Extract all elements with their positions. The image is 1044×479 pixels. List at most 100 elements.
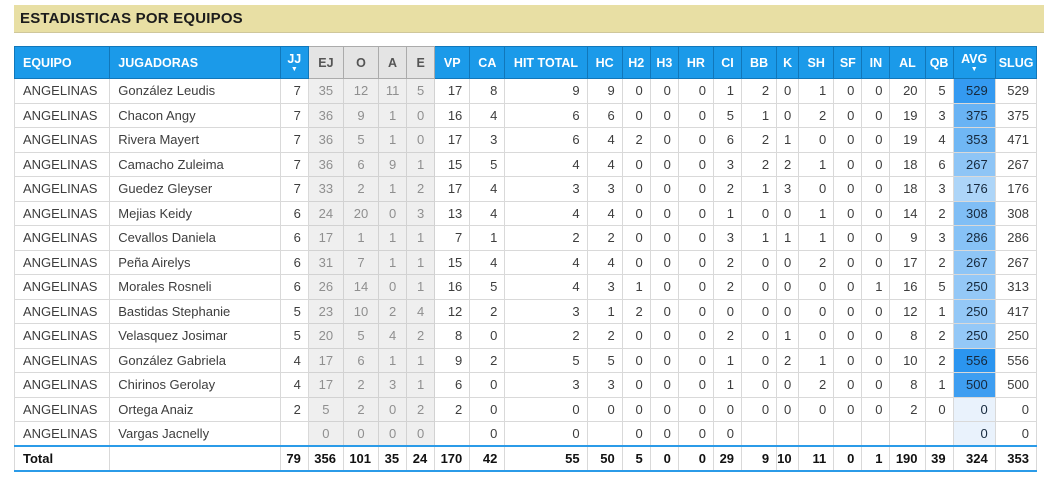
cell-sh: 0 [798, 274, 835, 300]
column-header-bb[interactable]: BB [741, 46, 778, 79]
total-jj: 79 [279, 445, 309, 471]
cell-avg: 250 [952, 323, 996, 349]
cell-vp: 16 [434, 274, 471, 300]
cell-avg: 500 [952, 372, 996, 398]
cell-a: 2 [378, 298, 408, 324]
cell-bb: 1 [741, 102, 778, 128]
cell-jj: 6 [279, 200, 309, 226]
cell-sf: 0 [833, 200, 863, 226]
total-hit-total: 55 [504, 445, 588, 471]
cell-sf: 0 [833, 274, 863, 300]
total-slug: 353 [994, 445, 1038, 471]
column-header-o[interactable]: O [342, 46, 380, 79]
column-header-ci[interactable]: CI [712, 46, 743, 79]
cell-hit-total: 2 [504, 225, 588, 251]
cell-ej: 17 [307, 347, 344, 373]
cell-ej: 36 [307, 151, 344, 177]
column-label: EJ [318, 55, 334, 70]
cell-ej: 20 [307, 323, 344, 349]
cell-bb: 0 [741, 396, 778, 422]
cell-a: 1 [378, 127, 408, 153]
cell-sh: 1 [798, 78, 835, 104]
cell-avg: 250 [952, 274, 996, 300]
cell-qb: 5 [924, 78, 954, 104]
cell-a: 1 [378, 347, 408, 373]
cell-qb: 2 [924, 200, 954, 226]
cell-jj: 5 [279, 323, 309, 349]
column-header-equipo[interactable]: EQUIPO [13, 46, 111, 79]
column-header-jj[interactable]: JJ ▼ [279, 46, 309, 79]
column-header-sh[interactable]: SH [798, 46, 835, 79]
cell-vp: 2 [434, 396, 471, 422]
cell-equipo: ANGELINAS [13, 347, 111, 373]
column-label: JUGADORAS [118, 55, 199, 70]
cell-jj: 2 [279, 396, 309, 422]
cell-ca: 8 [469, 78, 506, 104]
cell-o: 7 [342, 249, 380, 275]
column-header-hc[interactable]: HC [586, 46, 623, 79]
cell-jj: 5 [279, 298, 309, 324]
cell-hr: 0 [677, 298, 714, 324]
total-avg: 324 [952, 445, 996, 471]
column-label: O [356, 55, 366, 70]
cell-e: 4 [406, 298, 436, 324]
cell-in: 0 [861, 372, 891, 398]
cell-ej: 17 [307, 225, 344, 251]
column-header-avg[interactable]: AVG ▼ [952, 46, 996, 79]
cell-sh: 0 [798, 396, 835, 422]
column-header-hr[interactable]: HR [677, 46, 714, 79]
player-row: ANGELINAS Chacon Angy 7 36 9 1 0 16 4 6 6 0 0 0 5 1 0 2 0 0… [13, 102, 1038, 128]
cell-hit-total: 9 [504, 78, 588, 104]
column-header-in[interactable]: IN [861, 46, 891, 79]
cell-h3: 0 [649, 127, 679, 153]
column-header-ej[interactable]: EJ [307, 46, 344, 79]
column-header-slug[interactable]: SLUG [994, 46, 1038, 79]
cell-ca: 0 [469, 396, 506, 422]
cell-h3: 0 [649, 323, 679, 349]
cell-h3: 0 [649, 102, 679, 128]
cell-o: 6 [342, 347, 380, 373]
column-header-al[interactable]: AL [889, 46, 926, 79]
cell-sh [798, 421, 835, 447]
column-header-h2[interactable]: H2 [621, 46, 651, 79]
cell-hr: 0 [677, 421, 714, 447]
column-header-a[interactable]: A [378, 46, 408, 79]
cell-sf: 0 [833, 151, 863, 177]
cell-in: 0 [861, 323, 891, 349]
column-header-k[interactable]: K [776, 46, 800, 79]
column-header-e[interactable]: E [406, 46, 436, 79]
cell-o: 0 [342, 421, 380, 447]
cell-a: 9 [378, 151, 408, 177]
column-header-h3[interactable]: H3 [649, 46, 679, 79]
column-header-hit-total[interactable]: HIT TOTAL [504, 46, 588, 79]
cell-bb: 0 [741, 298, 778, 324]
cell-vp: 12 [434, 298, 471, 324]
column-header-ca[interactable]: CA [469, 46, 506, 79]
cell-al: 19 [889, 127, 926, 153]
total-o: 101 [342, 445, 380, 471]
cell-hit-total: 4 [504, 274, 588, 300]
total-k: 10 [776, 445, 800, 471]
column-header-jugadoras[interactable]: JUGADORAS [109, 46, 281, 79]
cell-a: 1 [378, 176, 408, 202]
cell-sh: 1 [798, 151, 835, 177]
cell-e: 1 [406, 249, 436, 275]
column-header-qb[interactable]: QB [924, 46, 954, 79]
cell-equipo: ANGELINAS [13, 176, 111, 202]
cell-jugadora: Morales Rosneli [109, 274, 281, 300]
cell-ej: 23 [307, 298, 344, 324]
cell-vp: 16 [434, 102, 471, 128]
cell-h3: 0 [649, 78, 679, 104]
player-row: ANGELINAS Bastidas Stephanie 5 23 10 2 4 12 2 3 1 2… [13, 298, 1038, 324]
cell-ca: 0 [469, 323, 506, 349]
cell-qb: 3 [924, 176, 954, 202]
total-ci: 29 [712, 445, 743, 471]
cell-ci: 0 [712, 396, 743, 422]
cell-ca: 5 [469, 274, 506, 300]
cell-jj: 7 [279, 151, 309, 177]
column-header-vp[interactable]: VP [434, 46, 471, 79]
cell-ci: 2 [712, 274, 743, 300]
cell-jugadora: Ortega Anaiz [109, 396, 281, 422]
cell-in: 1 [861, 274, 891, 300]
column-header-sf[interactable]: SF [833, 46, 863, 79]
